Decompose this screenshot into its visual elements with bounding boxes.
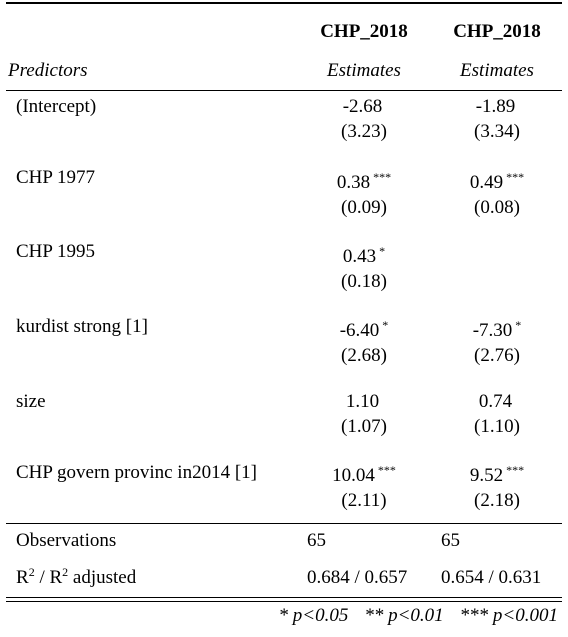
estimate: 0.74 <box>478 391 513 412</box>
footnote-p001: *** p<0.001 <box>459 605 558 626</box>
observations-col1: 65 <box>307 530 326 551</box>
predictor-label: (Intercept) <box>16 96 97 117</box>
footnote-p05: * p<0.05 <box>278 605 349 626</box>
estimate: 10.04 *** <box>332 463 396 486</box>
estimate: -2.68 <box>342 96 383 117</box>
col2-subheader: Estimates <box>460 60 534 81</box>
col1-subheader: Estimates <box>327 60 401 81</box>
significance-footnote: * p<0.05 ** p<0.01 *** p<0.001 <box>230 605 558 627</box>
std-error: (2.11) <box>341 490 387 511</box>
std-error: (0.18) <box>341 271 387 292</box>
std-error: (1.10) <box>474 416 520 437</box>
std-error: (2.18) <box>474 490 520 511</box>
estimate: 9.52 *** <box>469 463 525 486</box>
estimate: 0.49 *** <box>469 170 525 193</box>
estimate: 0.43 * <box>342 244 386 267</box>
estimate: -6.40 * <box>339 318 389 341</box>
predictor-label: CHP 1977 <box>16 167 96 188</box>
bottom-rule-lower <box>6 601 562 602</box>
predictor-label: size <box>16 391 46 412</box>
r2-label: R2 / R2 adjusted <box>16 565 137 588</box>
predictors-header: Predictors <box>8 60 88 81</box>
bottom-rule-upper <box>6 597 562 598</box>
std-error: (1.07) <box>341 416 387 437</box>
std-error: (0.09) <box>341 197 387 218</box>
std-error: (3.23) <box>341 121 387 142</box>
predictor-label: CHP 1995 <box>16 241 96 262</box>
predictor-label: CHP govern provinc in2014 [1] <box>16 462 257 483</box>
col1-title: CHP_2018 <box>320 21 408 42</box>
estimate: 1.10 <box>345 391 380 412</box>
observations-label: Observations <box>16 530 117 551</box>
estimate: -1.89 <box>475 96 516 117</box>
col2-title: CHP_2018 <box>453 21 541 42</box>
predictor-label: kurdist strong [1] <box>16 316 148 337</box>
footnote-p01: ** p<0.01 <box>364 605 444 626</box>
top-rule <box>6 2 562 4</box>
std-error: (3.34) <box>474 121 520 142</box>
std-error: (2.68) <box>341 345 387 366</box>
stats-rule <box>6 523 562 524</box>
header-rule <box>6 90 562 91</box>
r2-col2: 0.654 / 0.631 <box>441 567 542 588</box>
estimate: -7.30 * <box>472 318 522 341</box>
observations-col2: 65 <box>441 530 460 551</box>
std-error: (2.76) <box>474 345 520 366</box>
std-error: (0.08) <box>474 197 520 218</box>
r2-col1: 0.684 / 0.657 <box>307 567 408 588</box>
estimate <box>437 246 557 268</box>
estimate: 0.38 *** <box>336 170 392 193</box>
